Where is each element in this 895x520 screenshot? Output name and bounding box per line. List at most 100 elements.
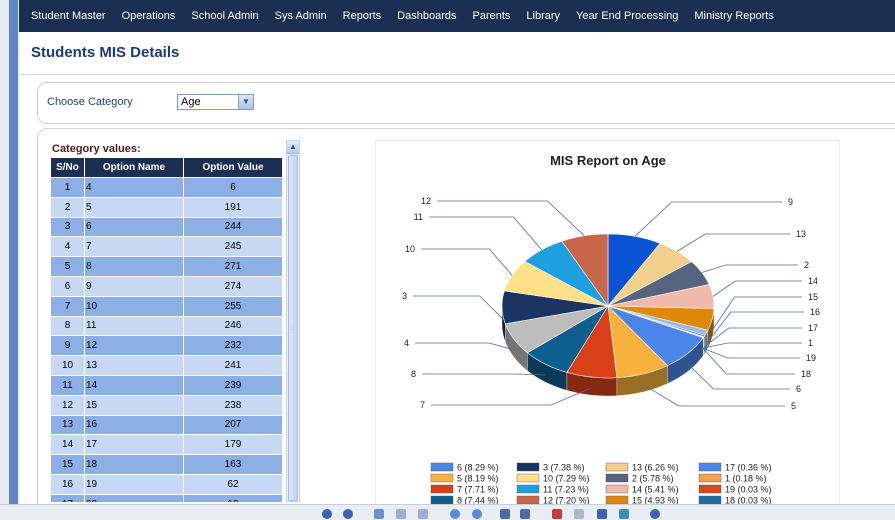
callout-line [643, 384, 785, 407]
table-row: 14 17 179 [50, 434, 283, 456]
cell-option-name: 14 [84, 374, 184, 396]
legend-label: 8 (7.44 %) [457, 496, 499, 506]
category-panel [37, 82, 895, 124]
chart-title: MIS Report on Age [550, 153, 666, 168]
table-row: 11 14 239 [50, 374, 283, 396]
nav-parents[interactable]: Parents [472, 10, 511, 22]
cell-sno: 1 [50, 177, 85, 198]
header-option-name: Option Name [84, 157, 184, 178]
cell-option-name: 17 [84, 434, 184, 456]
callout-line [413, 295, 503, 319]
legend-label: 19 (0.03 %) [725, 485, 772, 495]
nav-dashboards[interactable]: Dashboards [397, 10, 457, 22]
cell-sno: 14 [50, 434, 85, 456]
nav-school-admin[interactable]: School Admin [191, 10, 259, 22]
callout-line [701, 264, 798, 273]
cell-option-name: 4 [84, 177, 184, 198]
callout-label: 14 [808, 276, 818, 286]
cut-icon[interactable] [552, 509, 562, 519]
callout-line [711, 296, 802, 331]
chevron-down-icon[interactable]: ▼ [238, 95, 253, 109]
zoom-in-icon[interactable] [450, 509, 460, 519]
legend-swatch [605, 495, 629, 505]
legend-swatch [698, 495, 722, 505]
legend-label: 1 (0.18 %) [725, 474, 767, 484]
cell-sno: 13 [50, 414, 85, 436]
callout-line [421, 248, 513, 276]
fit-page-icon[interactable] [374, 509, 384, 519]
cell-option-name: 7 [84, 236, 184, 258]
main-navbar: Student Master Operations School Admin S… [19, 0, 895, 32]
table-row: 9 12 232 [50, 335, 283, 357]
rotate-right-icon[interactable] [520, 509, 530, 519]
callout-line [702, 348, 795, 375]
nav-year-end-processing[interactable]: Year End Processing [576, 10, 679, 22]
callout-label: 6 [796, 384, 801, 394]
legend-label: 2 (5.78 %) [632, 474, 674, 484]
table-row: 3 6 244 [50, 216, 283, 238]
table-body: 1 4 6 2 5 191 3 6 244 4 7 245 5 8 271 6 9 274 7 10 255 8 11 246… [50, 177, 283, 502]
callout-label: 7 [420, 400, 425, 410]
nav-operations[interactable]: Operations [121, 10, 176, 22]
page-title: Students MIS Details [31, 44, 180, 61]
legend-swatch [430, 495, 454, 505]
cell-sno: 4 [50, 236, 85, 258]
callout-label: 2 [804, 260, 809, 270]
nav-sys-admin[interactable]: Sys Admin [274, 10, 327, 22]
cell-option-name: 19 [84, 473, 184, 495]
rotate-left-icon[interactable] [500, 509, 510, 519]
cell-sno: 3 [50, 216, 85, 238]
first-page-icon[interactable] [322, 509, 332, 519]
callout-line [422, 373, 546, 376]
save-icon[interactable] [597, 509, 607, 519]
table-scrollbar[interactable]: ▲ · · · [286, 140, 300, 502]
callout-line [431, 387, 592, 406]
bottom-toolbar [0, 504, 895, 520]
cell-sno: 15 [50, 454, 85, 475]
cell-option-value: 239 [183, 374, 283, 396]
cell-option-name: 13 [84, 355, 184, 376]
zoom-out-icon[interactable] [472, 509, 482, 519]
callout-line [712, 280, 802, 297]
scroll-up-arrow-icon[interactable]: ▲ [287, 141, 299, 154]
legend-label: 15 (4.93 %) [632, 496, 679, 506]
legend-swatch [605, 462, 629, 472]
nav-library[interactable]: Library [526, 10, 561, 22]
legend-swatch [516, 462, 540, 472]
nav-student-master[interactable]: Student Master [31, 10, 106, 22]
page-icon[interactable] [574, 509, 584, 519]
table-row: 6 9 274 [50, 275, 283, 297]
cell-sno: 17 [50, 493, 85, 502]
cell-option-value: 191 [183, 196, 283, 218]
category-select[interactable]: Age ▼ [177, 94, 254, 110]
grip-icon: · · · [291, 324, 293, 336]
email-icon[interactable] [619, 509, 629, 519]
legend-swatch [698, 473, 722, 483]
scroll-thumb[interactable]: · · · [288, 155, 298, 501]
cell-sno: 5 [50, 256, 85, 277]
legend-swatch [516, 484, 540, 494]
legend-label: 14 (5.41 %) [632, 485, 679, 495]
prev-page-icon[interactable] [343, 509, 353, 519]
cell-option-name: 10 [84, 295, 184, 317]
cell-option-name: 16 [84, 414, 184, 436]
nav-ministry-reports[interactable]: Ministry Reports [694, 10, 774, 22]
copy-icon[interactable] [418, 509, 428, 519]
help-icon[interactable] [650, 509, 660, 519]
legend-label: 10 (7.29 %) [543, 474, 590, 484]
cell-sno: 6 [50, 275, 85, 297]
header-sno: S/No [50, 157, 85, 178]
header-option-value: Option Value [183, 157, 283, 178]
legend-label: 17 (0.36 %) [725, 463, 772, 473]
cell-sno: 7 [50, 295, 85, 317]
cell-option-name: 5 [84, 196, 184, 218]
cell-sno: 10 [50, 355, 85, 376]
print-icon[interactable] [396, 509, 406, 519]
callout-label: 18 [801, 369, 811, 379]
callout-line [634, 201, 782, 237]
table-row: 13 16 207 [50, 414, 283, 436]
legend-swatch [698, 484, 722, 494]
cell-option-value: 207 [183, 414, 283, 436]
nav-reports[interactable]: Reports [342, 10, 382, 22]
